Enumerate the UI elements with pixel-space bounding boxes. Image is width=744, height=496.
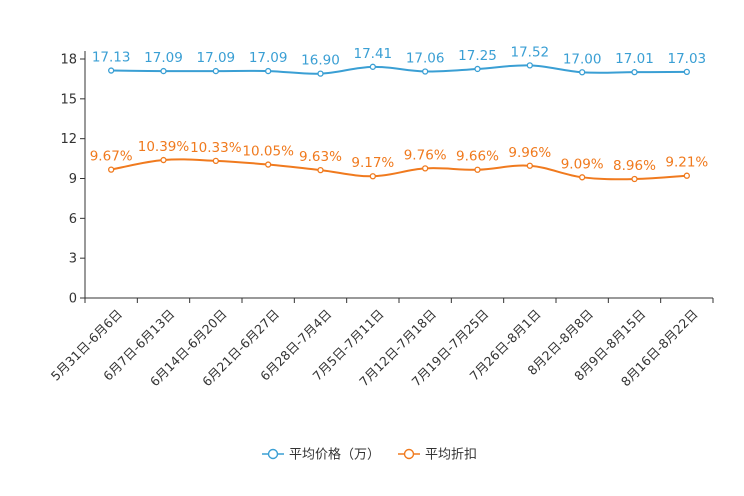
data-point[interactable] bbox=[631, 68, 638, 76]
data-label: 10.33% bbox=[190, 140, 242, 156]
data-point[interactable] bbox=[422, 165, 429, 172]
data-point[interactable] bbox=[526, 62, 533, 69]
data-label: 17.25 bbox=[458, 48, 497, 64]
series-layer: 17.13 17.09 17.09 17.09 16.90 17.41 17.06 17.25… bbox=[90, 44, 708, 183]
data-label: 9.21% bbox=[665, 155, 708, 171]
y-tick-label: 9 bbox=[69, 172, 77, 187]
y-tick-label: 6 bbox=[69, 212, 77, 227]
legend-item-1[interactable]: 平均折扣 bbox=[398, 448, 477, 463]
data-point[interactable] bbox=[265, 161, 272, 168]
data-point[interactable] bbox=[160, 156, 167, 164]
legend-marker-icon bbox=[403, 448, 415, 460]
legend-label: 平均折扣 bbox=[425, 448, 477, 463]
data-label: 17.09 bbox=[249, 50, 288, 66]
y-tick-label: 18 bbox=[60, 53, 77, 68]
data-point[interactable] bbox=[579, 174, 586, 181]
data-label: 9.67% bbox=[90, 149, 133, 165]
series-0: 17.13 17.09 17.09 17.09 16.90 17.41 17.06 17.25… bbox=[92, 44, 707, 77]
legend-item-0[interactable]: 平均价格（万） bbox=[262, 447, 380, 463]
legend-marker-icon bbox=[267, 448, 279, 460]
data-label: 17.09 bbox=[144, 50, 183, 66]
data-label: 10.05% bbox=[242, 144, 294, 160]
data-label: 10.39% bbox=[138, 139, 190, 155]
data-point[interactable] bbox=[683, 68, 690, 76]
data-label: 9.96% bbox=[508, 145, 551, 161]
data-point[interactable] bbox=[369, 63, 376, 70]
series-line bbox=[111, 64, 687, 75]
data-label: 17.52 bbox=[511, 44, 550, 60]
data-label: 9.63% bbox=[299, 149, 342, 165]
data-point[interactable] bbox=[212, 67, 219, 75]
y-tick-label: 12 bbox=[60, 132, 77, 147]
data-label: 8.96% bbox=[613, 158, 656, 174]
y-tick-label: 3 bbox=[69, 252, 77, 267]
data-point[interactable] bbox=[474, 166, 481, 173]
data-label: 17.06 bbox=[406, 50, 445, 66]
data-label: 17.41 bbox=[354, 46, 393, 62]
legend-label: 平均价格（万） bbox=[289, 447, 380, 463]
data-point[interactable] bbox=[631, 175, 638, 183]
data-point[interactable] bbox=[317, 70, 324, 77]
data-label: 16.90 bbox=[301, 53, 340, 69]
data-point[interactable] bbox=[212, 157, 219, 164]
data-point[interactable] bbox=[474, 65, 481, 73]
data-point[interactable] bbox=[108, 166, 115, 173]
data-label: 9.76% bbox=[404, 147, 447, 163]
y-tick-label: 15 bbox=[60, 92, 77, 107]
data-point[interactable] bbox=[422, 68, 429, 75]
data-label: 17.01 bbox=[615, 51, 654, 67]
data-point[interactable] bbox=[579, 69, 586, 76]
y-tick-label: 0 bbox=[69, 292, 77, 307]
data-point[interactable] bbox=[265, 67, 272, 75]
data-point[interactable] bbox=[526, 162, 533, 169]
series-line bbox=[110, 158, 687, 181]
x-axis: 5月31日-6月6日6月7日-6月13日6月14日-6月20日6月21日-6月2… bbox=[48, 297, 714, 389]
data-label: 9.17% bbox=[351, 155, 394, 171]
data-point[interactable] bbox=[160, 67, 167, 75]
data-point[interactable] bbox=[317, 166, 324, 174]
data-label: 17.03 bbox=[668, 51, 707, 67]
legend[interactable]: 平均价格（万） 平均折扣 bbox=[262, 447, 477, 463]
data-label: 17.13 bbox=[92, 50, 131, 66]
data-point[interactable] bbox=[683, 172, 690, 179]
y-axis: 0 3 6 9 12 15 18 bbox=[60, 51, 86, 307]
data-point[interactable] bbox=[369, 173, 376, 180]
data-label: 17.09 bbox=[197, 50, 236, 66]
data-label: 17.00 bbox=[563, 51, 602, 67]
data-point[interactable] bbox=[108, 67, 115, 74]
data-label: 9.66% bbox=[456, 149, 499, 165]
series-1: 9.67% 10.39% 10.33% 10.05% 9.63% 9.17% 9.76% 9.… bbox=[90, 139, 708, 183]
data-label: 9.09% bbox=[561, 156, 604, 172]
